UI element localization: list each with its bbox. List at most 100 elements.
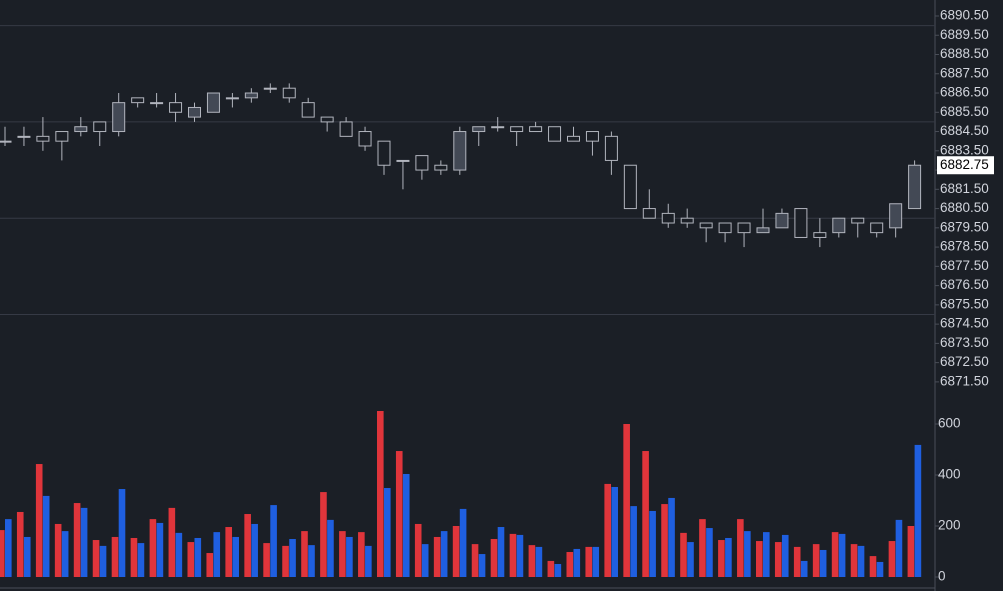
last-price-box xyxy=(937,156,994,175)
candle-body xyxy=(889,203,903,229)
volume-bar xyxy=(92,540,100,577)
y-tick-label: 6886.50 xyxy=(940,85,989,100)
volume-bar xyxy=(61,531,69,577)
candle-body xyxy=(55,131,69,142)
volume-bar xyxy=(80,507,88,577)
volume-bar xyxy=(774,542,782,577)
volume-bar xyxy=(763,532,770,577)
last-price-label: 6882.75 xyxy=(940,157,989,172)
candle-body xyxy=(718,222,732,234)
volume-bar xyxy=(547,560,555,577)
volume-bar xyxy=(452,526,460,577)
volume-bar xyxy=(490,539,498,577)
volume-bar xyxy=(251,523,258,577)
volume-bar xyxy=(737,519,744,577)
volume-bar xyxy=(831,532,839,577)
volume-bar xyxy=(812,544,820,577)
volume-bar xyxy=(54,523,62,577)
volume-bar xyxy=(395,451,403,577)
candle-body xyxy=(680,217,694,224)
volume-bar xyxy=(358,532,365,577)
candle-body xyxy=(282,87,296,99)
volume-bar xyxy=(289,539,296,577)
volume-bar xyxy=(384,488,391,577)
volume-bar xyxy=(838,533,846,577)
candle-body xyxy=(661,212,675,224)
y-tick-label: 6875.50 xyxy=(940,296,989,311)
volume-bar xyxy=(585,546,593,577)
volume-bar xyxy=(459,508,467,577)
volume-bar xyxy=(414,523,422,577)
volume-bar xyxy=(528,545,536,577)
volume-bar xyxy=(611,486,618,577)
volume-bar xyxy=(895,519,903,577)
candle-body xyxy=(93,121,107,133)
y-tick-label: 6879.50 xyxy=(940,219,989,234)
volume-bar xyxy=(5,519,12,577)
volume-bar xyxy=(282,545,289,577)
volume-bar xyxy=(130,537,138,577)
candle-body xyxy=(604,135,618,161)
candle-body xyxy=(112,102,126,133)
candle-body xyxy=(510,126,524,133)
volume-bar xyxy=(668,497,675,577)
volume-tick-label: 0 xyxy=(938,569,946,584)
volume-bar xyxy=(225,527,232,577)
volume-bar xyxy=(850,544,858,577)
y-tick-label: 6887.50 xyxy=(940,65,989,80)
volume-tick-label: 600 xyxy=(938,416,961,431)
volume-bar xyxy=(168,507,176,577)
volume-bar xyxy=(421,544,429,577)
volume-bar xyxy=(111,536,119,577)
volume-bar xyxy=(706,528,713,577)
volume-bar xyxy=(270,505,277,577)
volume-bar xyxy=(35,464,43,577)
y-tick-label: 6873.50 xyxy=(940,335,989,350)
volume-bar xyxy=(554,563,562,577)
volume-bar xyxy=(175,532,183,577)
candle-body xyxy=(188,106,201,118)
volume-bar xyxy=(308,545,315,577)
candle-body xyxy=(17,135,31,138)
y-tick-label: 6874.50 xyxy=(940,316,989,331)
volume-bar xyxy=(535,546,543,577)
candle-body xyxy=(169,102,183,113)
candle-body xyxy=(472,126,486,133)
candle-body xyxy=(832,217,846,234)
volume-bar xyxy=(876,561,884,577)
volume-bar xyxy=(42,495,50,577)
volume-bar xyxy=(744,531,751,577)
volume-bar xyxy=(99,545,107,577)
volume-bar xyxy=(680,532,687,577)
volume-bar xyxy=(781,534,789,577)
candle-body xyxy=(813,232,827,238)
candle-body xyxy=(623,164,637,210)
y-tick-label: 6877.50 xyxy=(940,258,989,273)
candle-body xyxy=(775,212,789,229)
volume-bar xyxy=(137,543,145,577)
y-tick-label: 6872.50 xyxy=(940,354,989,369)
y-tick-label: 6876.50 xyxy=(940,277,989,292)
volume-bar xyxy=(244,514,251,577)
candle-body xyxy=(74,126,88,133)
volume-bar xyxy=(756,541,763,577)
volume-bar xyxy=(573,548,581,577)
volume-bar xyxy=(23,536,31,577)
volume-bar xyxy=(623,424,630,577)
y-tick-label: 6890.50 xyxy=(940,8,989,23)
volume-bar xyxy=(687,542,694,577)
volume-bar xyxy=(149,519,157,577)
volume-bar xyxy=(301,531,308,577)
volume-tick-label: 400 xyxy=(938,467,961,482)
y-tick-label: 6878.50 xyxy=(940,239,989,254)
volume-bar xyxy=(440,531,448,577)
candle-body xyxy=(206,92,220,113)
y-tick-label: 6880.50 xyxy=(940,200,989,215)
candle-body xyxy=(642,208,656,219)
volume-bar xyxy=(118,489,126,577)
volume-bar xyxy=(497,527,505,577)
volume-bar xyxy=(433,536,441,577)
volume-bar xyxy=(206,553,214,577)
candle-body xyxy=(908,164,922,210)
volume-tick-label: 200 xyxy=(938,518,961,533)
